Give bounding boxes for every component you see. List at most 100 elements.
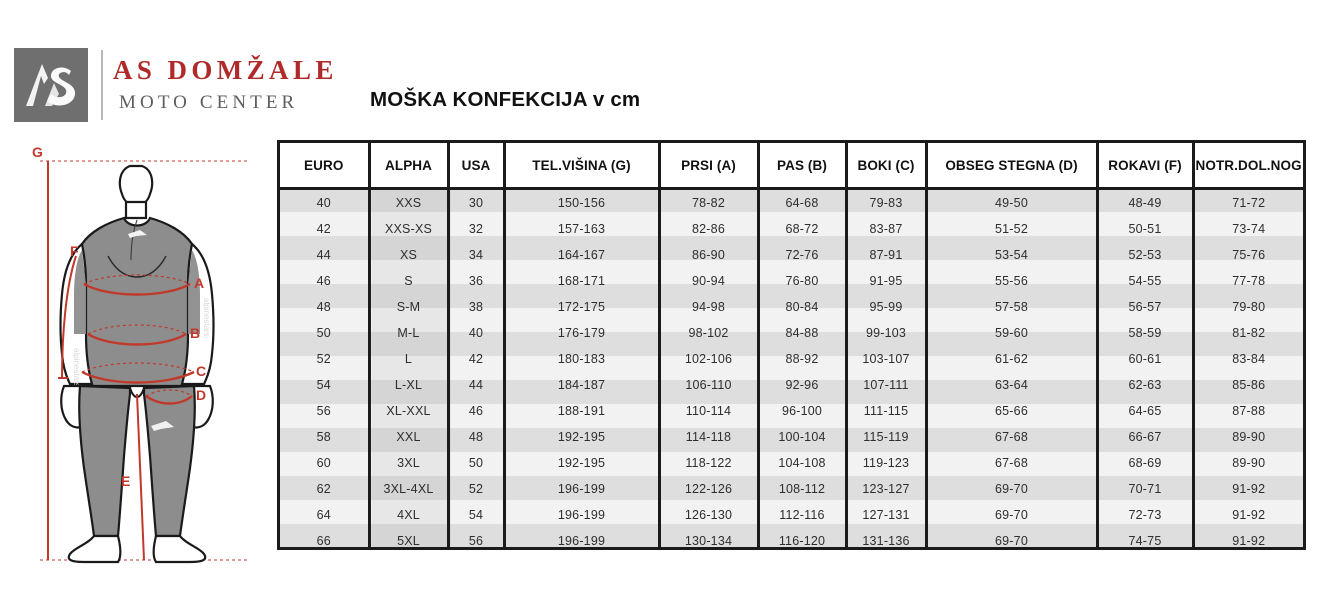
cell-tel-vi-ina-g: 172-175 bbox=[504, 294, 661, 320]
table-header-row: EURO ALPHA USA TEL.VIŠINA (G) PRSI (A) PAS (B… bbox=[280, 143, 1303, 190]
cell-prsi-a: 110-114 bbox=[659, 398, 760, 424]
cell-rokavi-f: 72-73 bbox=[1097, 502, 1195, 528]
cell-prsi-a: 94-98 bbox=[659, 294, 760, 320]
table-row: 52 L 42 180-183 102-106 88-92 103-107 61-62 60-6… bbox=[280, 346, 1303, 372]
cell-obseg-stegna-d: 53-54 bbox=[926, 242, 1099, 268]
cell-notr-dol-nog-e: 91-92 bbox=[1232, 482, 1266, 496]
cell-rokavi-f: 64-65 bbox=[1097, 398, 1195, 424]
cell-prsi-a: 126-130 bbox=[659, 502, 760, 528]
cell-obseg-stegna-d: 61-62 bbox=[926, 346, 1099, 372]
cell-tel-vi-ina-g: 196-199 bbox=[504, 502, 661, 528]
cell-pas-b: 80-84 bbox=[758, 294, 848, 320]
cell-alpha: XXL bbox=[369, 424, 450, 450]
cell-euro: 42 bbox=[280, 216, 371, 242]
svg-text:A: A bbox=[194, 275, 204, 291]
svg-text:B: B bbox=[190, 325, 200, 341]
cell-euro: 50 bbox=[280, 320, 371, 346]
table-row: 48 S-M 38 172-175 94-98 80-84 95-99 57-58 56-57 7… bbox=[280, 294, 1303, 320]
cell-boki-c: 99-103 bbox=[846, 320, 928, 346]
cell-usa: 30 bbox=[448, 188, 506, 216]
table-row: 66 5XL 56 196-199 130-134 116-120 131-136 69-70… bbox=[280, 528, 1303, 548]
column-header-rokavi-f: ROKAVI (F) bbox=[1097, 143, 1195, 190]
cell-usa: 50 bbox=[448, 450, 506, 476]
cell-pas-b: 88-92 bbox=[758, 346, 848, 372]
cell-boki-c: 79-83 bbox=[846, 188, 928, 216]
table-row: 58 XXL 48 192-195 114-118 100-104 115-119 67-68… bbox=[280, 424, 1303, 450]
cell-tel-vi-ina-g: 168-171 bbox=[504, 268, 661, 294]
cell-tel-vi-ina-g: 180-183 bbox=[504, 346, 661, 372]
cell-usa: 44 bbox=[448, 372, 506, 398]
page-title: MOŠKA KONFEKCIJA v cm bbox=[370, 88, 641, 111]
cell-pas-b: 96-100 bbox=[758, 398, 848, 424]
cell-tel-vi-ina-g: 164-167 bbox=[504, 242, 661, 268]
cell-rokavi-f: 50-51 bbox=[1097, 216, 1195, 242]
cell-obseg-stegna-d: 69-70 bbox=[926, 528, 1099, 547]
cell-alpha: L bbox=[369, 346, 450, 372]
cell-euro: 44 bbox=[280, 242, 371, 268]
cell-alpha: M-L bbox=[369, 320, 450, 346]
cell-obseg-stegna-d: 67-68 bbox=[926, 450, 1099, 476]
cell-pas-b: 64-68 bbox=[758, 188, 848, 216]
cell-rokavi-f: 70-71 bbox=[1097, 476, 1195, 502]
cell-usa: 34 bbox=[448, 242, 506, 268]
cell-obseg-stegna-d: 69-70 bbox=[926, 476, 1099, 502]
cell-euro: 58 bbox=[280, 424, 371, 450]
table-row: 54 L-XL 44 184-187 106-110 92-96 107-111 63-64 6… bbox=[280, 372, 1303, 398]
cell-tel-vi-ina-g: 157-163 bbox=[504, 216, 661, 242]
as-monogram-icon bbox=[14, 48, 88, 122]
cell-notr-dol-nog-e: 83-84 bbox=[1232, 352, 1266, 366]
column-header-pas-b: PAS (B) bbox=[758, 143, 848, 190]
cell-euro: 52 bbox=[280, 346, 371, 372]
cell-boki-c: 103-107 bbox=[846, 346, 928, 372]
svg-text:alpinestars: alpinestars bbox=[72, 348, 81, 387]
cell-usa: 52 bbox=[448, 476, 506, 502]
cell-tel-vi-ina-g: 150-156 bbox=[504, 188, 661, 216]
cell-boki-c: 115-119 bbox=[846, 424, 928, 450]
brand-name: AS DOMŽALE bbox=[113, 55, 338, 85]
cell-boki-c: 119-123 bbox=[846, 450, 928, 476]
cell-obseg-stegna-d: 69-70 bbox=[926, 502, 1099, 528]
cell-pas-b: 104-108 bbox=[758, 450, 848, 476]
cell-obseg-stegna-d: 63-64 bbox=[926, 372, 1099, 398]
cell-prsi-a: 78-82 bbox=[659, 188, 760, 216]
cell-boki-c: 83-87 bbox=[846, 216, 928, 242]
cell-notr-dol-nog-e: 73-74 bbox=[1232, 222, 1266, 236]
cell-prsi-a: 90-94 bbox=[659, 268, 760, 294]
cell-prsi-a: 106-110 bbox=[659, 372, 760, 398]
cell-alpha: S bbox=[369, 268, 450, 294]
cell-euro: 54 bbox=[280, 372, 371, 398]
cell-pas-b: 72-76 bbox=[758, 242, 848, 268]
table-row: 40 XXS 30 150-156 78-82 64-68 79-83 49-50 48-49 7… bbox=[280, 188, 1303, 216]
size-chart-table: EURO ALPHA USA TEL.VIŠINA (G) PRSI (A) PAS (B… bbox=[280, 143, 1303, 548]
cell-prsi-a: 122-126 bbox=[659, 476, 760, 502]
cell-euro: 46 bbox=[280, 268, 371, 294]
column-header-tel-vi-ina-g: TEL.VIŠINA (G) bbox=[504, 143, 661, 190]
cell-alpha: XXS-XS bbox=[369, 216, 450, 242]
cell-pas-b: 116-120 bbox=[758, 528, 848, 547]
table-row: 60 3XL 50 192-195 118-122 104-108 119-123 67-68… bbox=[280, 450, 1303, 476]
cell-tel-vi-ina-g: 188-191 bbox=[504, 398, 661, 424]
cell-notr-dol-nog-e: 89-90 bbox=[1232, 430, 1266, 444]
cell-rokavi-f: 66-67 bbox=[1097, 424, 1195, 450]
cell-alpha: XL-XXL bbox=[369, 398, 450, 424]
cell-obseg-stegna-d: 55-56 bbox=[926, 268, 1099, 294]
cell-usa: 54 bbox=[448, 502, 506, 528]
cell-notr-dol-nog-e: 75-76 bbox=[1232, 248, 1266, 262]
cell-alpha: 3XL bbox=[369, 450, 450, 476]
cell-notr-dol-nog-e: 89-90 bbox=[1232, 456, 1266, 470]
cell-prsi-a: 130-134 bbox=[659, 528, 760, 547]
cell-pas-b: 100-104 bbox=[758, 424, 848, 450]
cell-rokavi-f: 68-69 bbox=[1097, 450, 1195, 476]
cell-notr-dol-nog-e: 91-92 bbox=[1232, 534, 1266, 548]
column-header-notr-dol-nog-e: NOTR.DOL.NOG (E) bbox=[1193, 143, 1303, 190]
cell-boki-c: 123-127 bbox=[846, 476, 928, 502]
cell-boki-c: 107-111 bbox=[846, 372, 928, 398]
cell-alpha: 3XL-4XL bbox=[369, 476, 450, 502]
cell-alpha: L-XL bbox=[369, 372, 450, 398]
cell-boki-c: 131-136 bbox=[846, 528, 928, 547]
cell-boki-c: 127-131 bbox=[846, 502, 928, 528]
cell-tel-vi-ina-g: 176-179 bbox=[504, 320, 661, 346]
cell-rokavi-f: 74-75 bbox=[1097, 528, 1195, 547]
table-row: 64 4XL 54 196-199 126-130 112-116 127-131 69-70… bbox=[280, 502, 1303, 528]
cell-euro: 66 bbox=[280, 528, 371, 547]
